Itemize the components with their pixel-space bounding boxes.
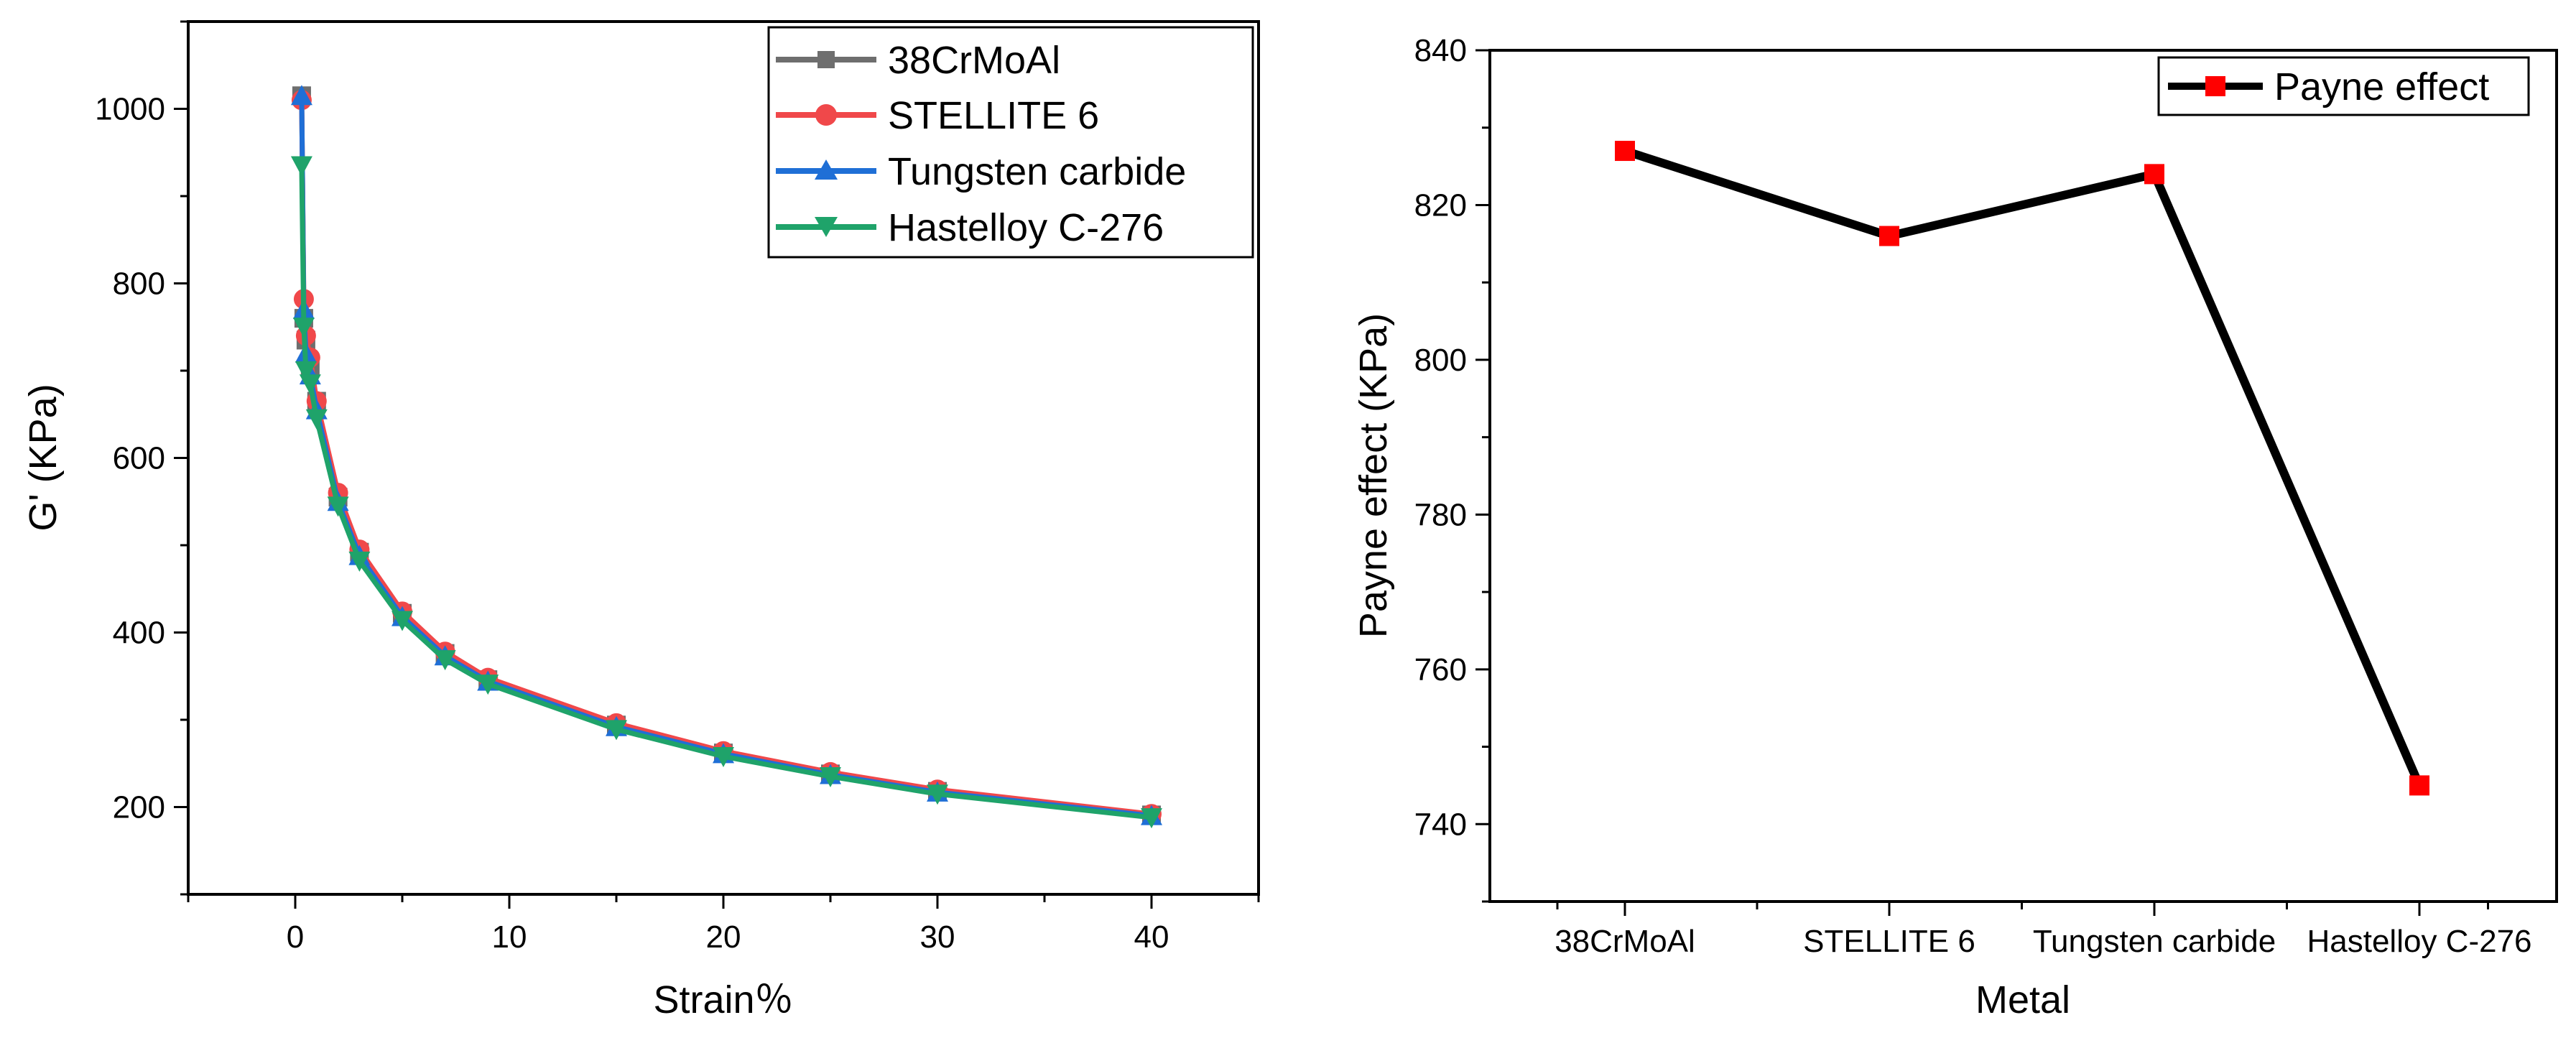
legend-entry-tungsten-carbide: Tungsten carbide (776, 150, 1186, 193)
x-tick-label-tungsten-carbide: Tungsten carbide (2033, 924, 2276, 959)
chart-payne-effect: 740 760 780 800 820 840 38CrMoAl STELLITE 6 Tung… (1352, 33, 2558, 1021)
series-line-payne-effect (1623, 147, 2424, 787)
point-tungsten-carbide-0 (290, 85, 312, 106)
legend-entry-stellite-6: STELLITE 6 (776, 94, 1099, 137)
legend-marker-tungsten-carbide (815, 159, 838, 180)
x-tick-label-30: 30 (920, 919, 955, 955)
x-tick-label-hastelloy-c-276: Hastelloy C-276 (2307, 924, 2531, 959)
point-hastelloy-c-276-13 (927, 784, 948, 805)
y-tick-label-800: 800 (1414, 343, 1467, 378)
right-series-group (1615, 141, 2429, 796)
left-axis-ticks: 0 10 20 30 40 200 400 600 800 1000 (95, 20, 1260, 955)
x-tick-label-20: 20 (706, 919, 741, 955)
point-hastelloy-c-276-9 (477, 675, 499, 695)
right-y-axis-title: Payne effect (KPa) (1352, 313, 1395, 638)
point-hastelloy-c-276-0 (290, 156, 312, 177)
y-tick-label-400: 400 (113, 616, 165, 651)
legend-label-stellite-6: STELLITE 6 (888, 94, 1099, 137)
point-hastelloy-c-276-5 (327, 496, 349, 517)
legend-label-hastelloy-c-276: Hastelloy C-276 (888, 206, 1164, 249)
point-hastelloy-c-276-11 (713, 747, 734, 768)
point-payne-effect-tungsten-carbide (2144, 164, 2164, 185)
left-y-axis-title: G' (KPa) (22, 384, 65, 531)
y-tick-label-740: 740 (1414, 807, 1467, 842)
legend-label-payne-effect: Payne effect (2274, 65, 2489, 108)
point-hastelloy-c-276-1 (292, 318, 315, 338)
x-tick-label-0: 0 (287, 919, 304, 955)
legend-entry-38crmoal: 38CrMoAl (776, 39, 1060, 82)
point-hastelloy-c-276-14 (1141, 808, 1162, 829)
x-tick-label-stellite-6: STELLITE 6 (1803, 924, 1975, 959)
series-line-hastelloy-c-276 (299, 165, 1152, 820)
left-x-axis-title: Strain％ (653, 978, 793, 1021)
left-series-group (290, 85, 1162, 829)
point-hastelloy-c-276-7 (392, 611, 413, 631)
point-hastelloy-c-276-2 (295, 361, 317, 381)
x-tick-label-38crmoal: 38CrMoAl (1555, 924, 1695, 959)
y-tick-label-600: 600 (113, 441, 165, 476)
right-legend: Payne effect (2157, 56, 2530, 116)
point-payne-effect-hastelloy-c-276 (2409, 775, 2429, 796)
legend-marker-payne-effect (2205, 76, 2225, 96)
y-tick-label-780: 780 (1414, 497, 1467, 532)
left-legend: 38CrMoAl STELLITE 6 Tungsten carbide Has… (767, 26, 1254, 259)
point-hastelloy-c-276-12 (820, 766, 841, 787)
point-payne-effect-stellite-6 (1879, 226, 1899, 246)
y-tick-label-840: 840 (1414, 33, 1467, 68)
point-hastelloy-c-276-10 (606, 720, 627, 741)
left-legend-box (767, 26, 1254, 259)
x-tick-label-10: 10 (492, 919, 527, 955)
point-hastelloy-c-276-8 (434, 650, 456, 671)
point-hastelloy-c-276-6 (348, 551, 371, 572)
point-payne-effect-38crmoal (1615, 141, 1635, 162)
y-tick-label-820: 820 (1414, 187, 1467, 223)
legend-label-tungsten-carbide: Tungsten carbide (888, 150, 1186, 193)
legend-marker-38crmoal (817, 51, 835, 68)
chart-strain-modulus: 0 10 20 30 40 200 400 600 800 1000 Strain％ G' (KP… (22, 20, 1260, 1021)
y-tick-label-760: 760 (1414, 652, 1467, 687)
legend-marker-hastelloy-c-276 (815, 217, 838, 237)
legend-entry-hastelloy-c-276: Hastelloy C-276 (776, 206, 1164, 249)
point-hastelloy-c-276-3 (299, 374, 321, 395)
y-tick-label-1000: 1000 (95, 92, 165, 127)
point-hastelloy-c-276-4 (305, 409, 328, 430)
y-tick-label-800: 800 (113, 267, 165, 302)
y-tick-label-200: 200 (113, 790, 165, 825)
right-x-axis-title: Metal (1975, 978, 2070, 1021)
right-plot-frame (1488, 49, 2558, 903)
right-axis-ticks: 740 760 780 800 820 840 38CrMoAl STELLITE 6 Tung… (1414, 33, 2532, 959)
x-tick-label-40: 40 (1134, 919, 1169, 955)
legend-label-38crmoal: 38CrMoAl (888, 39, 1060, 82)
legend-marker-stellite-6 (815, 104, 837, 126)
